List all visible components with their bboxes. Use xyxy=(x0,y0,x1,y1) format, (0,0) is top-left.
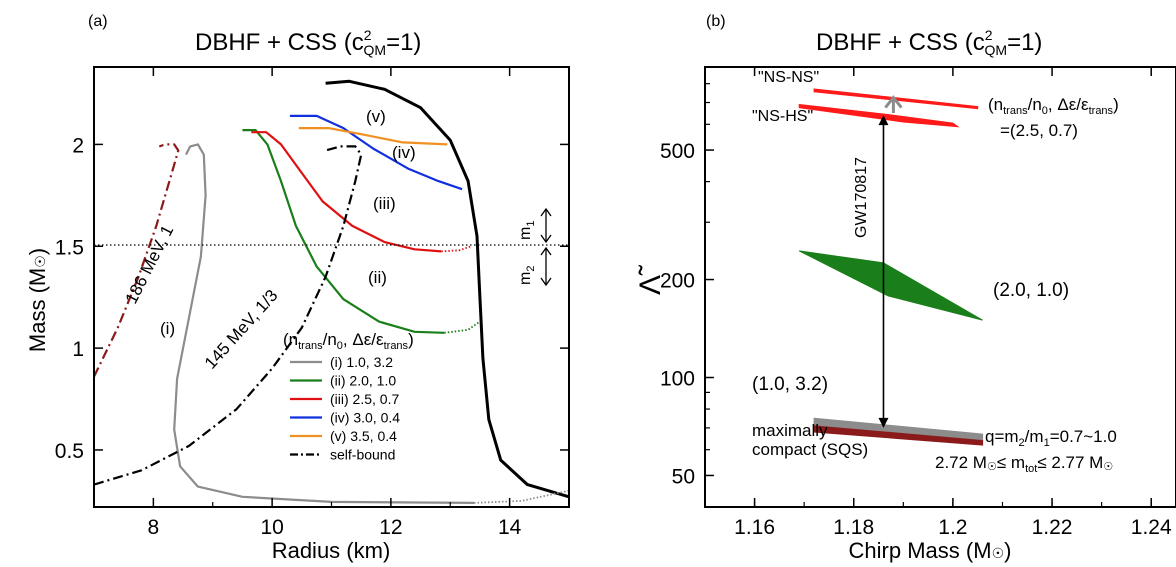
legend-label-v-3-5-0-4: (v) 3.5, 0.4 xyxy=(330,428,397,444)
band-label-maximally: maximally xyxy=(752,421,828,440)
x-tick-label: 1.24 xyxy=(1131,516,1172,539)
x-tick-label: 12 xyxy=(379,516,402,539)
legend-label-self-bound: self-bound xyxy=(330,447,395,463)
panel-a-ylabel: Mass (M☉) xyxy=(25,248,50,352)
annotation-total-mass: 2.72 M☉≤ mtot≤ 2.77 M☉ xyxy=(935,453,1113,475)
curve-iv-3-0-0-4 xyxy=(289,114,463,191)
panel-a-title-sub: QM xyxy=(364,42,387,58)
panel-a-xlabel: Radius (km) xyxy=(272,538,391,563)
curve-self-bound xyxy=(94,145,363,486)
panel-a-tag: (a) xyxy=(88,13,108,30)
gw170817-label: GW170817 xyxy=(853,157,870,238)
legend-label-ii-2-0-1-0: (ii) 2.0, 1.0 xyxy=(330,373,396,389)
gw-arrow-head-top xyxy=(878,115,889,126)
band-label-2-1: (2.0, 1.0) xyxy=(993,280,1069,301)
panel-a: (a) DBHF + CSS (c2 QM=1) 8 10 12 140.511.52 … xyxy=(25,13,570,563)
band-ns-hs xyxy=(798,103,960,128)
curve-ii-2-0-1-0 xyxy=(242,129,445,334)
y-tick-label: 1.5 xyxy=(55,236,84,259)
x-tick-label: 1.22 xyxy=(1032,516,1073,539)
curve-label-v: (v) xyxy=(366,107,386,126)
panel-b-ticks: 1.16 1.18 1.2 1.22 1.24 50 100 200 500 xyxy=(660,67,1172,539)
panel-b-title-tail: =1) xyxy=(1007,29,1042,56)
band-maximally-compact-sqs xyxy=(813,425,984,446)
sun-symbol: ☉ xyxy=(992,545,1005,561)
panel-b-xlabel-main: Chirp Mass (M xyxy=(849,538,992,563)
x-tick-label: 8 xyxy=(148,516,160,539)
y-tick-label: 50 xyxy=(672,465,695,488)
panel-b-title: DBHF + CSS (c2 QM=1) xyxy=(816,27,1042,58)
m2-label: m2 xyxy=(517,266,537,285)
gw-arrow-head-bottom xyxy=(878,417,889,428)
y-tick-label: 200 xyxy=(660,270,695,293)
band-label-ns-ns: "NS-NS" xyxy=(758,69,819,86)
y-tick-label: 100 xyxy=(660,368,695,391)
curve-tail-iii-2-5-0-7 xyxy=(441,245,472,253)
panel-a-ylabel-main: Mass (M xyxy=(25,268,50,352)
grey-arrow-head xyxy=(884,95,903,109)
panel-b-title-main: DBHF + CSS (c xyxy=(816,29,985,56)
curve-hadronic xyxy=(325,79,569,499)
panel-a-title-main: DBHF + CSS (c xyxy=(195,29,364,56)
legend-title: (ntrans/n0, Δε/εtrans) xyxy=(283,330,414,352)
panel-a-title-tail: =1) xyxy=(386,29,421,56)
panel-b-title-sup: 2 xyxy=(985,27,993,43)
band-label-compact-sqs: compact (SQS) xyxy=(752,440,868,459)
panel-b-title-sub: QM xyxy=(985,42,1008,58)
band-label-1-3.2: (1.0, 3.2) xyxy=(752,374,828,395)
legend-label-iv-3-0-0-4: (iv) 3.0, 0.4 xyxy=(330,410,400,426)
panel-a-title-sup: 2 xyxy=(364,27,372,43)
panel-b-xlabel: Chirp Mass (M☉) xyxy=(849,538,1012,563)
y-tick-label: 1 xyxy=(72,338,84,361)
band-label-ns-hs: "NS-HS" xyxy=(752,108,813,125)
curve-v-3-5-0-4 xyxy=(298,127,448,146)
rotated-label-145mev: 145 MeV, 1/3 xyxy=(201,286,282,373)
legend-label-i-1-0-3-2: (i) 1.0, 3.2 xyxy=(330,354,393,370)
curve-label-iv: (iv) xyxy=(392,143,416,162)
band-2-0-1-0 xyxy=(798,250,983,321)
gw170817-arrow xyxy=(878,95,903,428)
annotation-mass-ratio: q=m2/m1=0.7~1.0 xyxy=(985,427,1117,449)
y-tick-label: 0.5 xyxy=(55,440,84,463)
rotated-label-186mev: 186 MeV, 1 xyxy=(122,222,178,307)
panel-b: (b) DBHF + CSS (c2 QM=1) 1.16 1.18 1.2 1.22 1… xyxy=(634,13,1176,563)
panel-a-ticks: 8 10 12 14 0.5 1 1.5 2 xyxy=(55,67,570,539)
curve-label-i: (i) xyxy=(160,319,175,338)
legend-label-iii-2-5-0-7: (iii) 2.5, 0.7 xyxy=(330,391,399,407)
x-tick-label: 1.2 xyxy=(938,516,967,539)
curve-iii-2-5-0-7 xyxy=(251,131,442,253)
curve-label-ii: (ii) xyxy=(368,268,387,287)
x-tick-label: 14 xyxy=(498,516,522,539)
panel-b-xlabel-tail: ) xyxy=(1004,538,1011,563)
panel-b-frame xyxy=(704,66,1176,508)
panel-a-ylabel-tail: ) xyxy=(25,248,50,255)
m1-m2-indicator xyxy=(540,207,552,287)
panel-a-legend: (ntrans/n0, Δε/εtrans) (i) 1.0, 3.2 (ii) … xyxy=(283,330,414,463)
panel-a-series-group xyxy=(94,79,569,504)
curve-tail-ii-2-0-1-0 xyxy=(444,320,481,334)
x-tick-label: 1.18 xyxy=(833,516,874,539)
y-tick-label: 500 xyxy=(660,140,695,163)
panel-a-title: DBHF + CSS (c2 QM=1) xyxy=(195,27,421,58)
annotation-transition-params: (ntrans/n0, Δε/εtrans) xyxy=(988,95,1119,117)
panel-b-tag: (b) xyxy=(706,13,726,30)
y-tick-label: 2 xyxy=(72,134,84,157)
curve-label-iii: (iii) xyxy=(373,194,396,213)
curve-186-mev-1 xyxy=(94,143,180,378)
sun-symbol: ☉ xyxy=(32,255,48,268)
x-tick-label: 1.16 xyxy=(734,516,775,539)
curve-i-1-0-3-2 xyxy=(173,143,475,504)
m1-label: m1 xyxy=(517,221,537,240)
x-tick-label: 10 xyxy=(260,516,283,539)
annotation-transition-values: =(2.5, 0.7) xyxy=(1000,121,1078,140)
